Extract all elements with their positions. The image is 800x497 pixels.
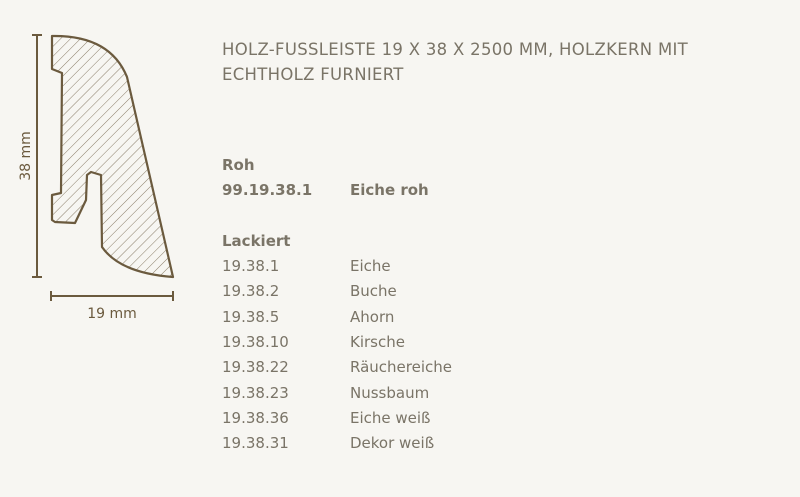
profile-drawing: 38 mm 19 mm xyxy=(18,34,175,322)
item-code: 19.38.23 xyxy=(222,383,289,402)
list-item: 19.38.5 Ahorn xyxy=(222,307,394,327)
item-code: 19.38.5 xyxy=(222,307,280,326)
width-dimension-line xyxy=(50,291,174,301)
list-item: 19.38.1 Eiche xyxy=(222,256,391,276)
width-label: 19 mm xyxy=(87,306,137,322)
item-name: Nussbaum xyxy=(350,383,430,402)
height-dimension-line xyxy=(32,34,42,278)
item-name: Eiche xyxy=(350,257,391,275)
item-code: 19.38.31 xyxy=(222,434,289,453)
height-label: 38 mm xyxy=(18,131,34,181)
item-code: 19.38.36 xyxy=(222,408,289,427)
list-item: 19.38.36 Eiche weiß xyxy=(222,408,431,428)
item-code: 19.38.10 xyxy=(222,332,289,351)
list-item: 19.38.23 Nussbaum xyxy=(222,383,429,403)
item-name: Buche xyxy=(350,282,397,301)
section-heading-roh: Roh xyxy=(222,156,255,174)
list-item: 19.38.10 Kirsche xyxy=(222,332,405,352)
item-name: Kirsche xyxy=(350,332,405,351)
item-name: Räuchereiche xyxy=(350,358,452,377)
item-code: 19.38.1 xyxy=(222,257,280,275)
item-code: 19.38.2 xyxy=(222,282,280,301)
list-item: 99.19.38.1 Eiche roh xyxy=(222,180,429,200)
section-heading-lackiert: Lackiert xyxy=(222,232,291,250)
item-name: Ahorn xyxy=(350,307,395,326)
item-code: 19.38.22 xyxy=(222,358,289,377)
list-item: 19.38.22 Räuchereiche xyxy=(222,357,452,377)
list-item: 19.38.31 Dekor weiß xyxy=(222,433,434,453)
item-name: Eiche weiß xyxy=(350,408,431,427)
product-title: HOLZ-FUSSLEISTE 19 X 38 X 2500 MM, HOLZK… xyxy=(222,40,689,84)
item-name: Dekor weiß xyxy=(350,434,435,453)
item-code: 99.19.38.1 xyxy=(222,181,313,199)
profile-cross-section xyxy=(50,34,175,279)
list-item: 19.38.2 Buche xyxy=(222,281,397,301)
item-name: Eiche roh xyxy=(350,181,429,199)
